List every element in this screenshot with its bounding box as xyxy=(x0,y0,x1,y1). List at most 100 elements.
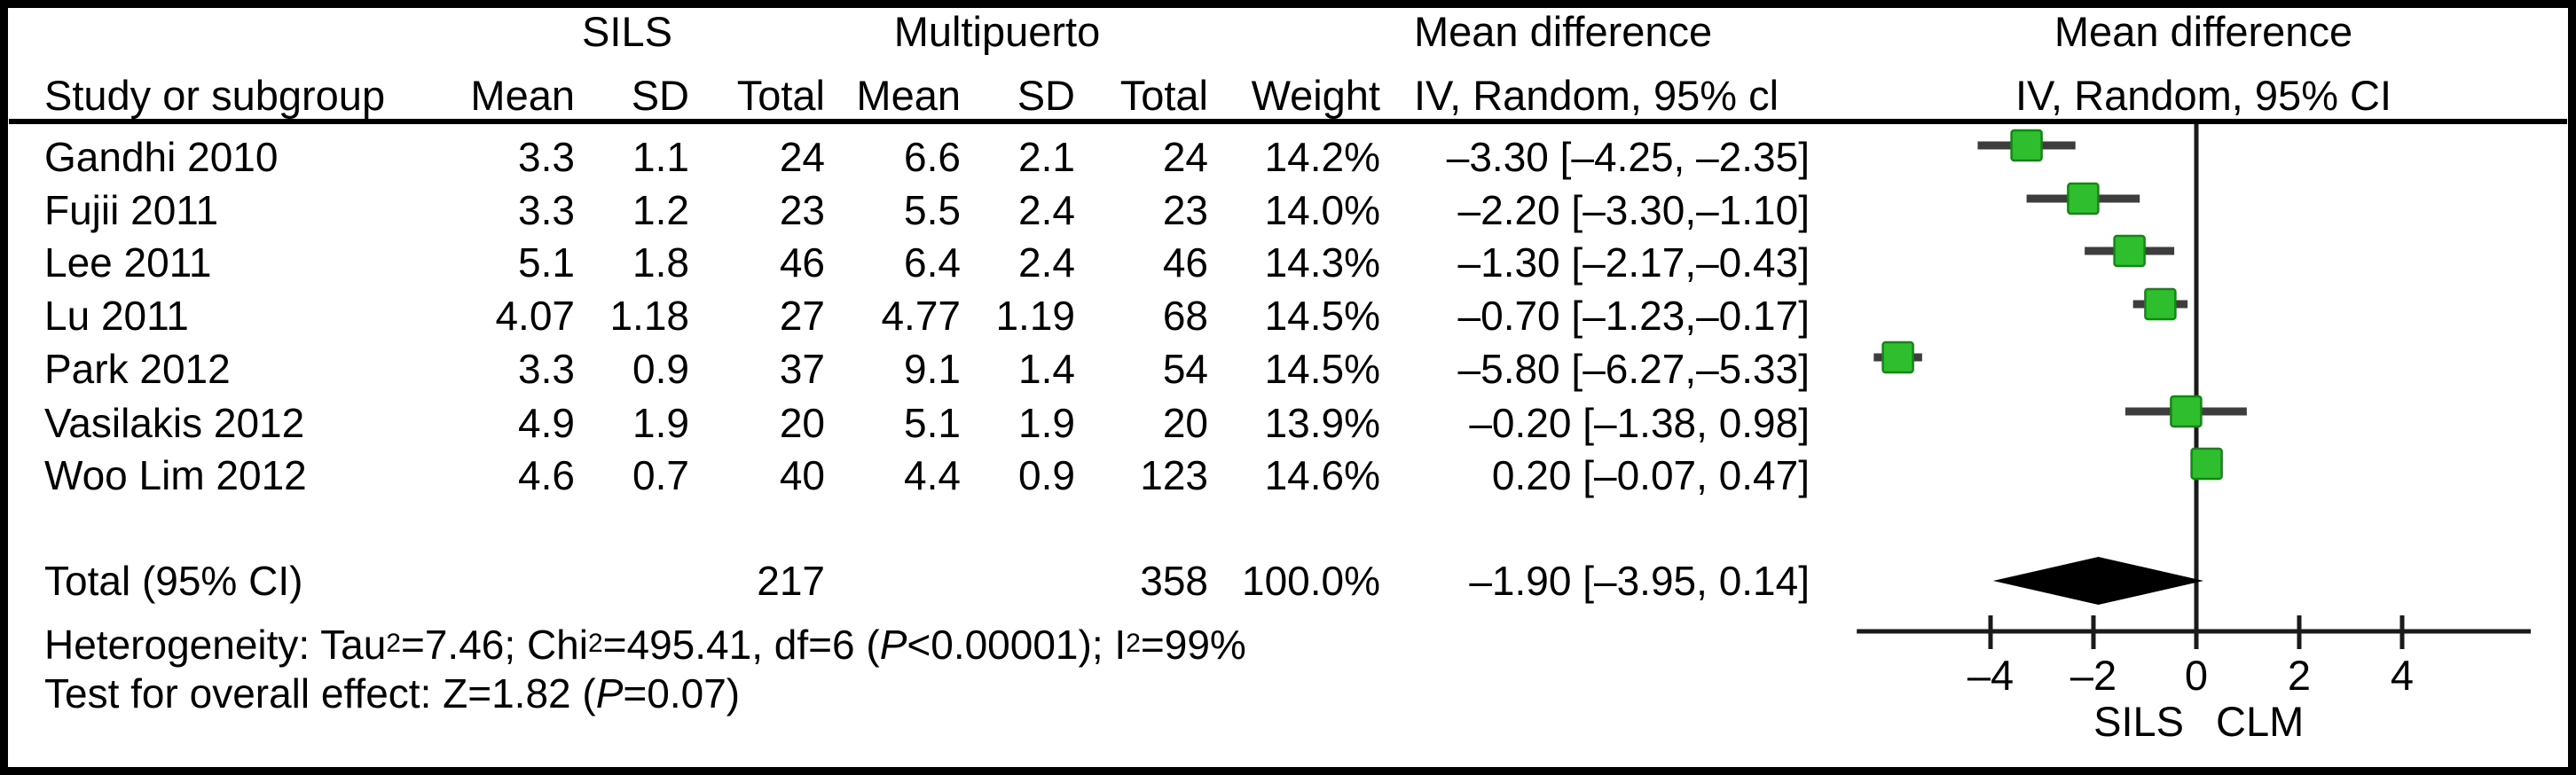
group2-total: 123 xyxy=(1140,452,1208,498)
group1-header: SILS xyxy=(582,8,672,55)
group1-total: 40 xyxy=(779,452,825,498)
study-row: Woo Lim 2012 4.6 0.7 40 4.4 0.9 123 14.6… xyxy=(0,450,2576,500)
group2-mean: 4.4 xyxy=(904,452,961,498)
group1-total: 27 xyxy=(779,293,825,339)
total-weight: 100.0% xyxy=(1241,558,1380,604)
group1-total: 23 xyxy=(779,187,825,233)
col-header-sd2: SD xyxy=(1017,72,1075,119)
mean-marker xyxy=(2067,182,2100,215)
group1-mean: 4.07 xyxy=(495,293,575,339)
x-axis-label-left: SILS xyxy=(2093,698,2184,745)
x-tick-label: –4 xyxy=(1967,652,2014,699)
group2-total: 20 xyxy=(1162,400,1208,446)
het-text: =495.41, df=6 ( xyxy=(602,622,880,668)
group1-sd: 1.2 xyxy=(632,187,689,233)
total-group2-n: 358 xyxy=(1140,558,1208,604)
header-separator-line xyxy=(9,119,2567,124)
group2-header: Multipuerto xyxy=(893,8,1101,55)
mean-marker xyxy=(2113,234,2146,268)
group2-mean: 6.6 xyxy=(904,134,961,180)
md-text-header-line1: Mean difference xyxy=(1414,8,1713,55)
heterogeneity-note: Heterogeneity: Tau2=7.46; Chi2=495.41, d… xyxy=(44,620,1246,673)
group2-sd: 2.4 xyxy=(1018,187,1075,233)
col-header-sd1: SD xyxy=(631,72,689,119)
study-weight: 14.2% xyxy=(1264,134,1380,180)
total-diamond xyxy=(1992,557,2204,605)
study-md-ci: –0.20 [–1.38, 0.98] xyxy=(1469,400,1810,446)
group2-sd: 0.9 xyxy=(1018,452,1075,498)
effect-p-italic: P xyxy=(595,670,624,716)
group1-mean: 3.3 xyxy=(518,187,575,233)
md-text-header-line2: IV, Random, 95% cl xyxy=(1414,72,1779,119)
group1-mean: 3.3 xyxy=(518,346,575,392)
total-row: Total (95% CI) 217 358 100.0% –1.90 [–3.… xyxy=(0,556,2576,606)
group1-mean: 3.3 xyxy=(518,134,575,180)
group1-sd: 1.8 xyxy=(632,239,689,286)
study-weight: 13.9% xyxy=(1264,400,1380,446)
group2-total: 68 xyxy=(1162,293,1208,339)
total-label: Total (95% CI) xyxy=(44,558,303,604)
group1-sd: 0.9 xyxy=(632,346,689,392)
x-tick-label: 2 xyxy=(2288,652,2311,699)
het-text: =7.46; Chi xyxy=(400,622,588,668)
group1-total: 37 xyxy=(779,346,825,392)
col-header-mean1: Mean xyxy=(470,72,575,119)
het-text: Heterogeneity: Tau xyxy=(44,622,387,668)
study-row: Park 2012 3.3 0.9 37 9.1 1.4 54 14.5% –5… xyxy=(0,344,2576,394)
group2-sd: 1.9 xyxy=(1018,400,1075,446)
study-name: Lu 2011 xyxy=(44,293,189,339)
col-header-total1: Total xyxy=(736,72,825,119)
group1-mean: 5.1 xyxy=(518,239,575,286)
group2-mean: 4.77 xyxy=(881,293,961,339)
x-tick-label: 4 xyxy=(2391,652,2414,699)
col-header-weight: Weight xyxy=(1251,72,1380,119)
group2-mean: 9.1 xyxy=(904,346,961,392)
group2-sd: 1.4 xyxy=(1018,346,1075,392)
het-text: =99% xyxy=(1140,622,1246,668)
study-weight: 14.0% xyxy=(1264,187,1380,233)
study-name: Gandhi 2010 xyxy=(44,134,279,180)
mean-marker xyxy=(2170,395,2203,428)
group1-sd: 0.7 xyxy=(632,452,689,498)
study-row: Lee 2011 5.1 1.8 46 6.4 2.4 46 14.3% –1.… xyxy=(0,238,2576,287)
study-md-ci: –5.80 [–6.27,–5.33] xyxy=(1457,346,1810,392)
md-plot-header-line1: Mean difference xyxy=(2054,8,2353,55)
group2-total: 46 xyxy=(1162,239,1208,286)
het-sup: 2 xyxy=(587,629,603,658)
group2-total: 24 xyxy=(1162,134,1208,180)
col-header-total2: Total xyxy=(1119,72,1208,119)
mean-marker xyxy=(2010,129,2043,162)
group2-mean: 6.4 xyxy=(904,239,961,286)
group1-mean: 4.6 xyxy=(518,452,575,498)
total-md-ci: –1.90 [–3.95, 0.14] xyxy=(1469,558,1810,604)
study-name: Lee 2011 xyxy=(44,239,212,286)
x-tick-label: –2 xyxy=(2070,652,2117,699)
group2-mean: 5.5 xyxy=(904,187,961,233)
study-row: Lu 2011 4.07 1.18 27 4.77 1.19 68 14.5% … xyxy=(0,291,2576,341)
mean-marker xyxy=(2190,447,2223,481)
col-header-mean2: Mean xyxy=(856,72,961,119)
study-row: Gandhi 2010 3.3 1.1 24 6.6 2.1 24 14.2% … xyxy=(0,132,2576,182)
group1-total: 46 xyxy=(779,239,825,286)
study-weight: 14.6% xyxy=(1264,452,1380,498)
group1-total: 24 xyxy=(779,134,825,180)
group2-mean: 5.1 xyxy=(904,400,961,446)
study-name: Park 2012 xyxy=(44,346,231,392)
het-p-italic: P xyxy=(879,622,907,668)
study-weight: 14.3% xyxy=(1264,239,1380,286)
group1-sd: 1.18 xyxy=(609,293,689,339)
study-row: Fujii 2011 3.3 1.2 23 5.5 2.4 23 14.0% –… xyxy=(0,185,2576,235)
group1-total: 20 xyxy=(779,400,825,446)
study-weight: 14.5% xyxy=(1264,346,1380,392)
overall-effect-note: Test for overall effect: Z=1.82 (P=0.07) xyxy=(44,669,740,722)
het-sup: 2 xyxy=(1126,629,1141,658)
group2-sd: 2.4 xyxy=(1018,239,1075,286)
md-plot-header-line2: IV, Random, 95% CI xyxy=(2014,72,2392,119)
group1-mean: 4.9 xyxy=(518,400,575,446)
study-weight: 14.5% xyxy=(1264,293,1380,339)
group2-sd: 1.19 xyxy=(995,293,1075,339)
col-header-study: Study or subgroup xyxy=(44,72,386,119)
study-md-ci: 0.20 [–0.07, 0.47] xyxy=(1491,452,1810,498)
group2-sd: 2.1 xyxy=(1018,134,1075,180)
